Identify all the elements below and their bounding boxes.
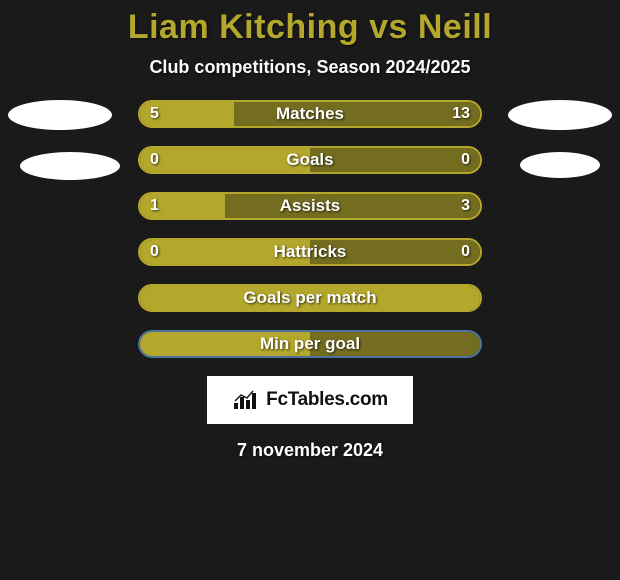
stat-bar-value-right: 3 (461, 197, 470, 215)
page-title: Liam Kitching vs Neill (0, 8, 620, 47)
avatar-placeholder (508, 100, 612, 130)
stat-bar-value-left: 0 (150, 151, 159, 169)
comparison-container: Liam Kitching vs Neill Club competitions… (0, 0, 620, 461)
stat-bar: Min per goal (138, 330, 482, 358)
stat-bar-right-fill (310, 148, 480, 172)
stat-bar-label: Goals (286, 150, 333, 170)
stat-bar-label: Min per goal (260, 334, 360, 354)
stat-bar-value-right: 13 (452, 105, 470, 123)
stat-bar-right-fill (225, 194, 480, 218)
bars-area: Matches513Goals00Assists13Hattricks00Goa… (0, 100, 620, 358)
stat-bar: Matches 5 13 (138, 100, 482, 128)
stat-bar-value-right: 0 (461, 243, 470, 261)
footer-date: 7 november 2024 (0, 440, 620, 461)
stat-bar-value-left: 5 (150, 105, 159, 123)
site-badge-text: FcTables.com (266, 389, 388, 411)
stat-bar: Goals 0 0 (138, 146, 482, 174)
stat-bar: Goals per match (138, 284, 482, 312)
stat-bar-label: Goals per match (243, 288, 376, 308)
site-badge[interactable]: FcTables.com (207, 376, 413, 424)
stat-bar: Hattricks 0 0 (138, 238, 482, 266)
stat-bar-label: Hattricks (274, 242, 347, 262)
stat-bar-value-left: 0 (150, 243, 159, 261)
stat-bar-label: Assists (280, 196, 340, 216)
subtitle: Club competitions, Season 2024/2025 (0, 57, 620, 78)
avatar-placeholder (520, 152, 600, 178)
title-vs: vs (369, 8, 408, 46)
stat-bar-right-fill (234, 102, 480, 126)
bars-logo-icon (232, 389, 260, 411)
stat-bar-value-left: 1 (150, 197, 159, 215)
avatar-placeholder (20, 152, 120, 180)
stat-bar: Assists 1 3 (138, 192, 482, 220)
stat-bar-label: Matches (276, 104, 344, 124)
avatar-placeholder (8, 100, 112, 130)
stat-bar-value-right: 0 (461, 151, 470, 169)
title-player2: Neill (418, 8, 492, 46)
title-player1: Liam Kitching (128, 8, 359, 46)
stat-bar-left-fill (140, 148, 310, 172)
